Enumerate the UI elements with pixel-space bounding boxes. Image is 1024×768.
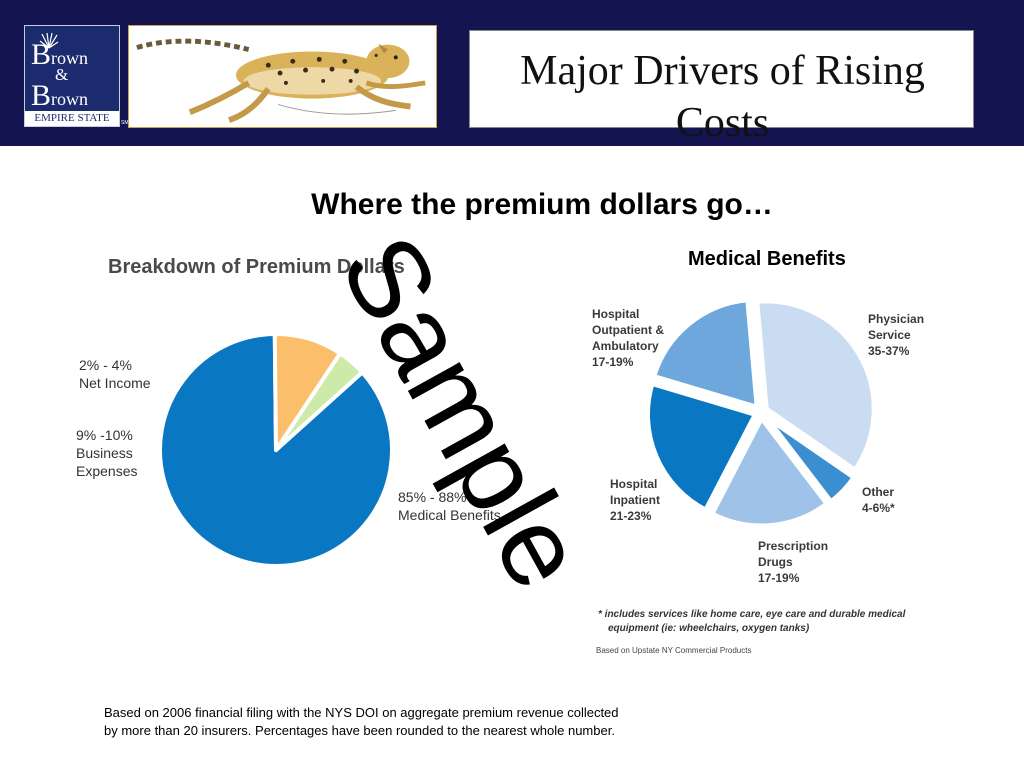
- logo-line-3: rown: [51, 89, 89, 109]
- data-basis-note: Based on Upstate NY Commercial Products: [596, 646, 752, 655]
- source-footer: Based on 2006 financial filing with the …: [104, 704, 619, 740]
- header-band: Brown & Brown EMPIRE STATE SM: [0, 0, 1024, 146]
- inpatient-line-1: Hospital: [610, 477, 658, 491]
- footer-line-1: Based on 2006 financial filing with the …: [104, 705, 619, 720]
- outpatient-pct: 17-19%: [592, 355, 634, 369]
- star-burst-icon: [39, 32, 59, 49]
- net-income-name: Net Income: [79, 375, 151, 391]
- net-income-pct: 2% - 4%: [79, 357, 132, 373]
- outpatient-line-3: Ambulatory: [592, 339, 659, 353]
- title-box: Major Drivers of Rising Costs: [469, 30, 974, 146]
- business-name-1: Business: [76, 445, 133, 461]
- footer-line-2: by more than 20 insurers. Percentages ha…: [104, 723, 615, 738]
- outpatient-label: Hospital Outpatient & Ambulatory 17-19%: [592, 306, 664, 370]
- pie-slice-prescription-drugs-17-19: [709, 415, 830, 529]
- logo-wordmark: Brown & Brown: [31, 40, 115, 111]
- pie-slice-hospital-outpatient-ambulatory-17-19: [651, 297, 760, 410]
- physician-line-1: Physician: [868, 312, 925, 326]
- right-chart-title: Medical Benefits: [688, 248, 846, 270]
- business-name-2: Expenses: [76, 463, 138, 479]
- brown-and-brown-logo: Brown & Brown EMPIRE STATE: [24, 25, 120, 127]
- slide-subtitle: Where the premium dollars go…: [311, 188, 773, 221]
- left-chart-title: Breakdown of Premium Dollars: [108, 256, 405, 278]
- net-income-label: 2% - 4% Net Income: [79, 356, 151, 392]
- pie-slice-2-4-net-income: [274, 351, 365, 452]
- prescription-label: Prescription Drugs 17-19%: [758, 538, 828, 586]
- prescription-line-1: Prescription: [758, 539, 829, 553]
- prescription-line-2: Drugs: [758, 555, 793, 569]
- footnote-line-1: * includes services like home care, eye …: [598, 609, 906, 620]
- outpatient-line-2: Outpatient &: [592, 323, 664, 337]
- cheetah-illustration: [128, 25, 437, 128]
- physician-line-2: Service: [868, 328, 911, 342]
- other-label: Other 4-6%*: [862, 484, 895, 516]
- inpatient-pct: 21-23%: [610, 509, 652, 523]
- logo-ampersand: &: [55, 65, 69, 84]
- premium-breakdown-pie-chart: [158, 332, 394, 568]
- outpatient-line-1: Hospital: [592, 307, 640, 321]
- footnote: * includes services like home care, eye …: [598, 608, 905, 636]
- prescription-pct: 17-19%: [758, 571, 800, 585]
- medical-name: Medical Benefits: [398, 507, 501, 523]
- other-pct: 4-6%*: [862, 501, 895, 515]
- medical-benefits-label: 85% - 88% Medical Benefits: [398, 488, 501, 524]
- page-title: Major Drivers of Rising Costs: [520, 48, 925, 146]
- service-mark: SM: [121, 120, 129, 126]
- cheetah-icon: [136, 38, 426, 123]
- inpatient-label: Hospital Inpatient 21-23%: [610, 476, 660, 524]
- pie-slice-other-4-6: [762, 413, 857, 505]
- other-line-1: Other: [862, 485, 895, 499]
- medical-benefits-pie-chart: [644, 297, 877, 529]
- pie-slice-hospital-inpatient-21-23: [644, 380, 758, 513]
- physician-pct: 35-37%: [868, 344, 910, 358]
- medical-pct: 85% - 88%: [398, 489, 467, 505]
- logo-tagline: EMPIRE STATE: [25, 111, 119, 126]
- footnote-line-2: equipment (ie: wheelchairs, oxygen tanks…: [608, 623, 810, 634]
- physician-label: Physician Service 35-37%: [868, 311, 924, 359]
- business-pct: 9% -10%: [76, 427, 133, 443]
- logo-line-1: rown: [51, 48, 89, 68]
- business-expenses-label: 9% -10% Business Expenses: [76, 426, 137, 480]
- pie-slice-physician-service-35-37: [754, 298, 877, 473]
- inpatient-line-2: Inpatient: [610, 493, 660, 507]
